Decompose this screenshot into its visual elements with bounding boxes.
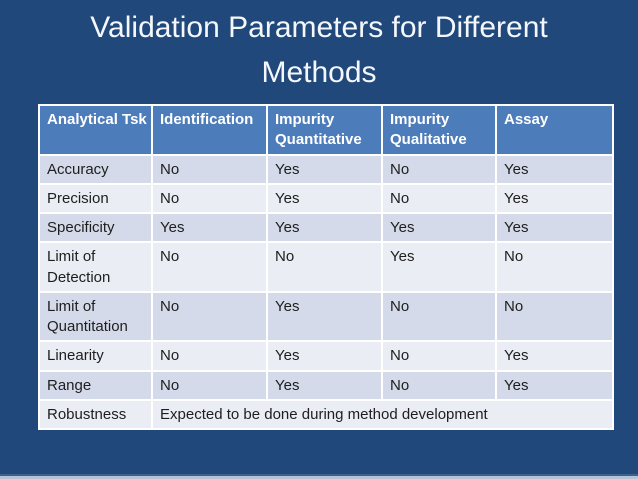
value-cell: Yes [495,153,614,185]
row-label-cell: Limit of Quantitation [38,290,153,343]
value-cell: Yes [381,211,497,244]
row-label-cell: Precision [38,182,153,215]
value-cell: Yes [495,182,614,215]
slide-title-line-1: Validation Parameters for Different [90,11,548,44]
value-cell: No [151,153,268,185]
value-cell: Yes [151,211,268,244]
value-cell: Yes [495,369,614,401]
row-label-cell: Accuracy [38,153,153,185]
column-header-analytical-task: Analytical Tsk [38,104,153,156]
row-label-cell: Range [38,369,153,401]
column-header-identification: Identification [151,104,268,156]
column-header-assay: Assay [495,104,614,156]
value-cell: No [495,241,614,293]
row-label-cell: Linearity [38,340,153,372]
value-cell: Yes [381,241,497,293]
row-label-cell: Specificity [38,211,153,244]
value-cell: No [151,182,268,215]
value-cell: Yes [266,153,383,185]
header-row: Analytical Tsk Identification Impurity Q… [38,104,614,156]
value-cell: Yes [495,340,614,372]
row-label-cell: Robustness [38,398,153,431]
bottom-edge-strip-medium [0,474,638,476]
value-cell: No [381,153,497,185]
table-row-accuracy: Accuracy No Yes No Yes [38,153,614,185]
validation-parameters-table: Analytical Tsk Identification Impurity Q… [38,104,614,431]
value-cell: No [381,290,497,343]
slide-title-line-2: Methods [261,56,377,89]
value-cell: Yes [266,340,383,372]
value-cell: No [495,290,614,343]
value-cell: Yes [266,211,383,244]
table-row-linearity: Linearity No Yes No Yes [38,340,614,372]
value-cell: No [151,241,268,293]
value-cell: Yes [266,369,383,401]
merged-note-cell: Expected to be done during method develo… [151,398,614,431]
value-cell: No [151,340,268,372]
value-cell: No [381,369,497,401]
table-row-specificity: Specificity Yes Yes Yes Yes [38,211,614,244]
value-cell: Yes [266,182,383,215]
table-row-limit-of-detection: Limit of Detection No No Yes No [38,241,614,293]
column-header-impurity-qualitative: Impurity Qualitative [381,104,497,156]
bottom-edge-strip-light [0,476,638,479]
table-row-precision: Precision No Yes No Yes [38,182,614,215]
slide-title: Validation Parameters for Different Meth… [0,5,638,95]
table-row-robustness: Robustness Expected to be done during me… [38,398,614,431]
value-cell: Yes [266,290,383,343]
column-header-impurity-quantitative: Impurity Quantitative [266,104,383,156]
value-cell: No [381,182,497,215]
table-row-range: Range No Yes No Yes [38,369,614,401]
value-cell: No [266,241,383,293]
table-row-limit-of-quantitation: Limit of Quantitation No Yes No No [38,290,614,343]
value-cell: Yes [495,211,614,244]
row-label-cell: Limit of Detection [38,241,153,293]
value-cell: No [151,369,268,401]
value-cell: No [151,290,268,343]
value-cell: No [381,340,497,372]
